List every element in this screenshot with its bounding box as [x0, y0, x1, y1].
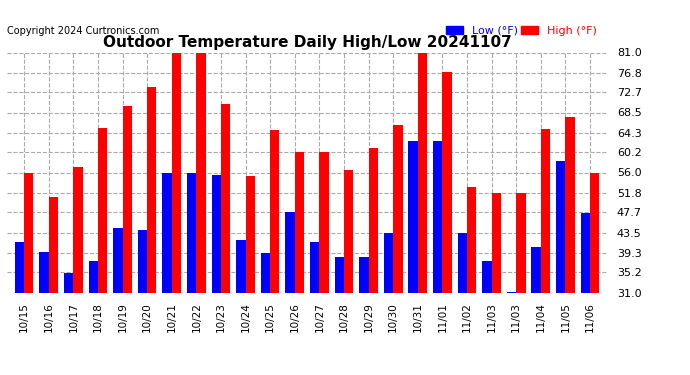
- Bar: [147, 87, 157, 292]
- Bar: [565, 117, 575, 292]
- Bar: [295, 152, 304, 292]
- Bar: [442, 72, 452, 292]
- Bar: [541, 129, 550, 292]
- Bar: [319, 152, 328, 292]
- Bar: [507, 291, 516, 292]
- Bar: [590, 172, 600, 292]
- Bar: [221, 104, 230, 292]
- Bar: [64, 273, 73, 292]
- Legend: Low (°F), High (°F): Low (°F), High (°F): [442, 21, 601, 40]
- Bar: [491, 193, 501, 292]
- Bar: [344, 170, 353, 292]
- Bar: [384, 232, 393, 292]
- Bar: [39, 252, 49, 292]
- Bar: [335, 256, 344, 292]
- Bar: [408, 141, 417, 292]
- Bar: [286, 212, 295, 292]
- Bar: [368, 147, 378, 292]
- Bar: [73, 167, 83, 292]
- Bar: [88, 261, 98, 292]
- Bar: [172, 53, 181, 292]
- Bar: [393, 126, 402, 292]
- Bar: [236, 240, 246, 292]
- Bar: [417, 53, 427, 292]
- Bar: [162, 174, 172, 292]
- Bar: [187, 174, 197, 292]
- Bar: [24, 172, 34, 292]
- Bar: [123, 106, 132, 292]
- Bar: [138, 230, 147, 292]
- Bar: [49, 197, 58, 292]
- Bar: [246, 176, 255, 292]
- Bar: [531, 247, 541, 292]
- Bar: [310, 242, 319, 292]
- Bar: [516, 193, 526, 292]
- Title: Outdoor Temperature Daily High/Low 20241107: Outdoor Temperature Daily High/Low 20241…: [103, 35, 511, 50]
- Text: Copyright 2024 Curtronics.com: Copyright 2024 Curtronics.com: [7, 26, 159, 36]
- Bar: [98, 128, 107, 292]
- Bar: [14, 242, 24, 292]
- Bar: [556, 160, 565, 292]
- Bar: [270, 130, 279, 292]
- Bar: [212, 175, 221, 292]
- Bar: [580, 213, 590, 292]
- Bar: [359, 258, 368, 292]
- Bar: [457, 232, 467, 292]
- Bar: [113, 228, 123, 292]
- Bar: [482, 261, 491, 292]
- Bar: [467, 188, 476, 292]
- Bar: [433, 141, 442, 292]
- Bar: [261, 253, 270, 292]
- Bar: [197, 53, 206, 292]
